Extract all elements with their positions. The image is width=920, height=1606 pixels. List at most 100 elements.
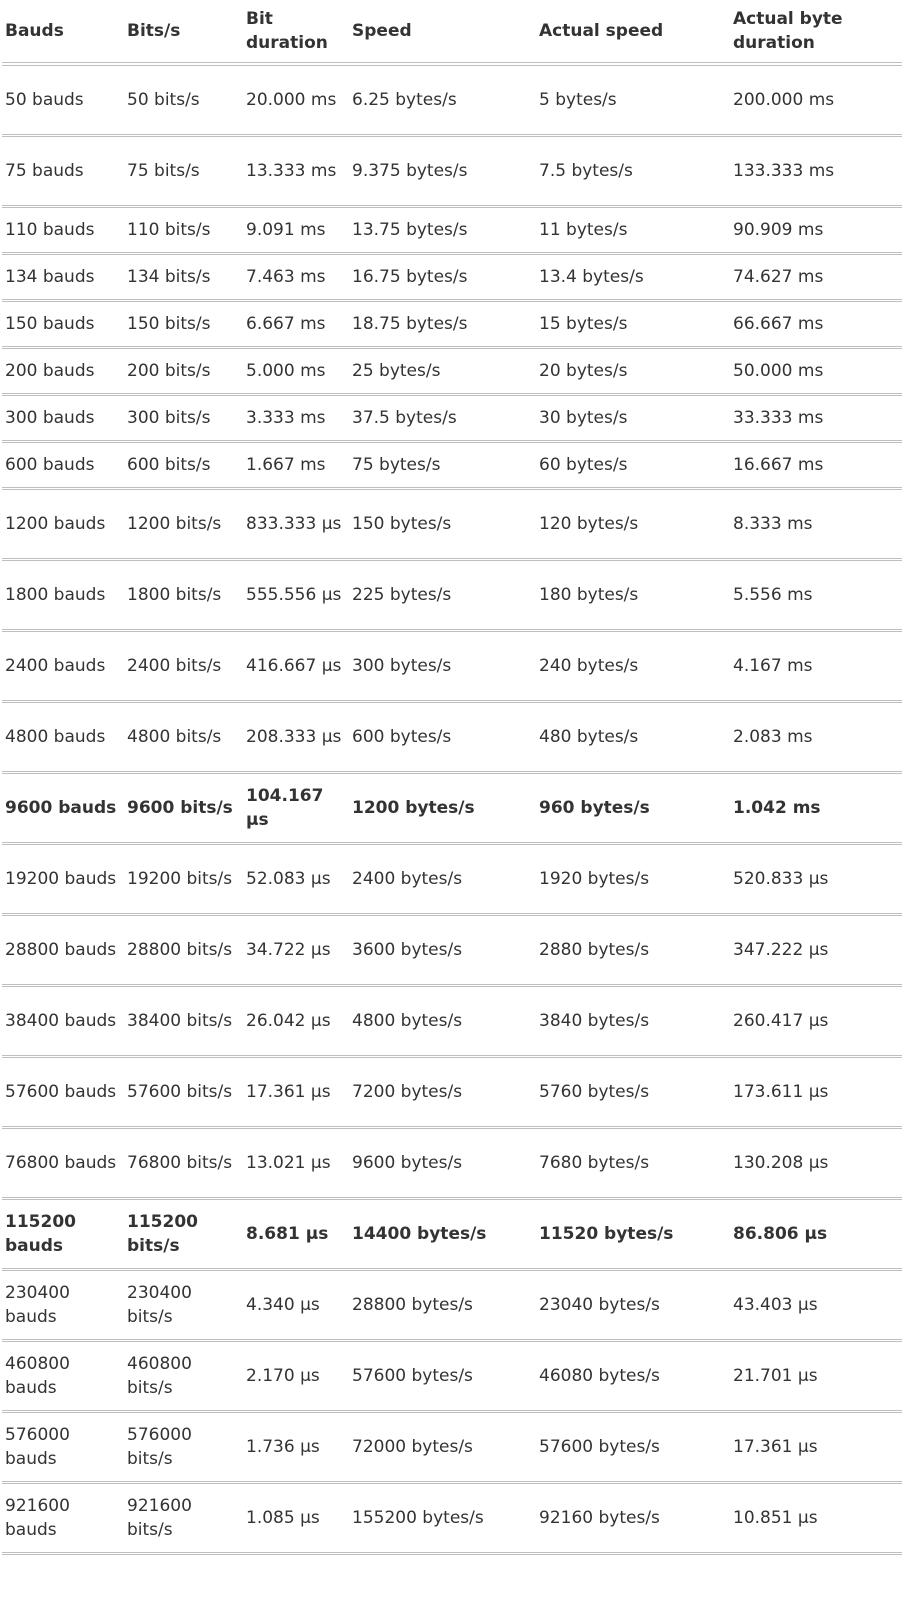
cell-bauds: 200 bauds xyxy=(2,347,124,396)
cell-bauds: 300 bauds xyxy=(2,394,124,443)
cell-actual-byte-duration: 10.851 µs xyxy=(730,1482,902,1555)
cell-bit-duration: 6.667 ms xyxy=(243,300,349,349)
header-bits-per-second: Bits/s xyxy=(124,0,243,66)
cell-bauds: 115200 bauds xyxy=(2,1198,124,1271)
cell-bit-duration: 5.000 ms xyxy=(243,347,349,396)
cell-bit-duration: 17.361 µs xyxy=(243,1056,349,1129)
header-actual-byte-duration: Actual byte duration xyxy=(730,0,902,66)
cell-actual-speed: 92160 bytes/s xyxy=(536,1482,730,1555)
cell-bauds: 230400 bauds xyxy=(2,1269,124,1342)
cell-speed: 25 bytes/s xyxy=(349,347,536,396)
cell-actual-speed: 30 bytes/s xyxy=(536,394,730,443)
cell-speed: 1200 bytes/s xyxy=(349,772,536,845)
cell-bit-duration: 20.000 ms xyxy=(243,64,349,137)
table-body: 50 bauds 50 bits/s 20.000 ms 6.25 bytes/s 5 … xyxy=(2,64,902,1555)
header-actual-speed: Actual speed xyxy=(536,0,730,66)
cell-speed: 300 bytes/s xyxy=(349,630,536,703)
cell-bits-per-second: 1800 bits/s xyxy=(124,559,243,632)
table-row: 50 bauds 50 bits/s 20.000 ms 6.25 bytes/s 5 … xyxy=(2,64,902,137)
cell-speed: 3600 bytes/s xyxy=(349,914,536,987)
cell-actual-speed: 60 bytes/s xyxy=(536,441,730,490)
cell-actual-speed: 480 bytes/s xyxy=(536,701,730,774)
cell-bit-duration: 52.083 µs xyxy=(243,843,349,916)
cell-bits-per-second: 110 bits/s xyxy=(124,206,243,255)
table-row: 38400 bauds 38400 bits/s 26.042 µs 4800 byt… xyxy=(2,985,902,1058)
cell-bauds: 57600 bauds xyxy=(2,1056,124,1129)
table-row: 921600 bauds 921600 bits/s 1.085 µs 155200 … xyxy=(2,1482,902,1555)
cell-bit-duration: 1.085 µs xyxy=(243,1482,349,1555)
cell-speed: 72000 bytes/s xyxy=(349,1411,536,1484)
cell-bit-duration: 7.463 ms xyxy=(243,253,349,302)
cell-bauds: 9600 bauds xyxy=(2,772,124,845)
cell-speed: 150 bytes/s xyxy=(349,488,536,561)
cell-bits-per-second: 38400 bits/s xyxy=(124,985,243,1058)
cell-speed: 57600 bytes/s xyxy=(349,1340,536,1413)
table-row: 600 bauds 600 bits/s 1.667 ms 75 bytes/s 60 … xyxy=(2,441,902,490)
table-row: 1200 bauds 1200 bits/s 833.333 µs 150 bytes… xyxy=(2,488,902,561)
cell-actual-speed: 2880 bytes/s xyxy=(536,914,730,987)
cell-speed: 7200 bytes/s xyxy=(349,1056,536,1129)
cell-speed: 13.75 bytes/s xyxy=(349,206,536,255)
cell-actual-byte-duration: 520.833 µs xyxy=(730,843,902,916)
cell-actual-byte-duration: 173.611 µs xyxy=(730,1056,902,1129)
cell-bit-duration: 555.556 µs xyxy=(243,559,349,632)
cell-actual-speed: 5 bytes/s xyxy=(536,64,730,137)
cell-actual-speed: 5760 bytes/s xyxy=(536,1056,730,1129)
cell-speed: 9.375 bytes/s xyxy=(349,135,536,208)
cell-bauds: 576000 bauds xyxy=(2,1411,124,1484)
cell-actual-speed: 120 bytes/s xyxy=(536,488,730,561)
cell-speed: 6.25 bytes/s xyxy=(349,64,536,137)
cell-speed: 2400 bytes/s xyxy=(349,843,536,916)
cell-bit-duration: 26.042 µs xyxy=(243,985,349,1058)
cell-bauds: 76800 bauds xyxy=(2,1127,124,1200)
cell-actual-byte-duration: 86.806 µs xyxy=(730,1198,902,1271)
cell-bits-per-second: 9600 bits/s xyxy=(124,772,243,845)
cell-bit-duration: 208.333 µs xyxy=(243,701,349,774)
cell-bit-duration: 1.736 µs xyxy=(243,1411,349,1484)
cell-speed: 4800 bytes/s xyxy=(349,985,536,1058)
cell-actual-byte-duration: 200.000 ms xyxy=(730,64,902,137)
cell-actual-speed: 1920 bytes/s xyxy=(536,843,730,916)
cell-bits-per-second: 28800 bits/s xyxy=(124,914,243,987)
cell-bits-per-second: 1200 bits/s xyxy=(124,488,243,561)
table-row: 9600 bauds 9600 bits/s 104.167 µs 1200 byte… xyxy=(2,772,902,845)
cell-bits-per-second: 150 bits/s xyxy=(124,300,243,349)
cell-actual-byte-duration: 33.333 ms xyxy=(730,394,902,443)
cell-bit-duration: 3.333 ms xyxy=(243,394,349,443)
cell-speed: 16.75 bytes/s xyxy=(349,253,536,302)
cell-actual-speed: 20 bytes/s xyxy=(536,347,730,396)
cell-bauds: 38400 bauds xyxy=(2,985,124,1058)
cell-bauds: 150 bauds xyxy=(2,300,124,349)
cell-actual-byte-duration: 5.556 ms xyxy=(730,559,902,632)
cell-bits-per-second: 2400 bits/s xyxy=(124,630,243,703)
cell-bauds: 1800 bauds xyxy=(2,559,124,632)
cell-speed: 18.75 bytes/s xyxy=(349,300,536,349)
table-row: 1800 bauds 1800 bits/s 555.556 µs 225 bytes… xyxy=(2,559,902,632)
cell-actual-speed: 11520 bytes/s xyxy=(536,1198,730,1271)
table-row: 230400 bauds 230400 bits/s 4.340 µs 28800 b… xyxy=(2,1269,902,1342)
cell-bauds: 110 bauds xyxy=(2,206,124,255)
cell-actual-speed: 11 bytes/s xyxy=(536,206,730,255)
header-bauds: Bauds xyxy=(2,0,124,66)
cell-bits-per-second: 4800 bits/s xyxy=(124,701,243,774)
cell-bits-per-second: 460800 bits/s xyxy=(124,1340,243,1413)
cell-bit-duration: 34.722 µs xyxy=(243,914,349,987)
cell-actual-byte-duration: 50.000 ms xyxy=(730,347,902,396)
cell-bits-per-second: 200 bits/s xyxy=(124,347,243,396)
cell-bauds: 19200 bauds xyxy=(2,843,124,916)
cell-actual-speed: 57600 bytes/s xyxy=(536,1411,730,1484)
cell-actual-byte-duration: 130.208 µs xyxy=(730,1127,902,1200)
cell-bauds: 460800 bauds xyxy=(2,1340,124,1413)
cell-actual-speed: 960 bytes/s xyxy=(536,772,730,845)
header-bit-duration: Bit duration xyxy=(243,0,349,66)
cell-actual-speed: 7680 bytes/s xyxy=(536,1127,730,1200)
cell-bit-duration: 13.021 µs xyxy=(243,1127,349,1200)
cell-actual-byte-duration: 74.627 ms xyxy=(730,253,902,302)
cell-actual-speed: 240 bytes/s xyxy=(536,630,730,703)
cell-actual-byte-duration: 21.701 µs xyxy=(730,1340,902,1413)
cell-bit-duration: 416.667 µs xyxy=(243,630,349,703)
cell-speed: 600 bytes/s xyxy=(349,701,536,774)
table-row: 75 bauds 75 bits/s 13.333 ms 9.375 bytes/s 7… xyxy=(2,135,902,208)
table-row: 2400 bauds 2400 bits/s 416.667 µs 300 bytes… xyxy=(2,630,902,703)
cell-speed: 225 bytes/s xyxy=(349,559,536,632)
